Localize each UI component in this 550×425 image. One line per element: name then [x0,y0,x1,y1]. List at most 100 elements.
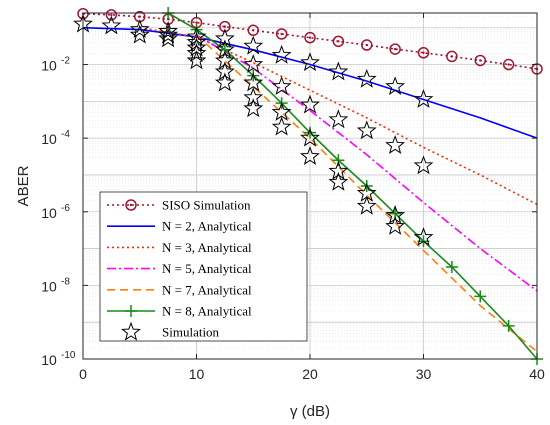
data-point-star [385,76,406,96]
data-point-star [328,171,349,191]
data-point-circle-center [223,25,227,28]
data-point-star [300,146,320,165]
data-point-star [186,26,207,46]
data-point-star [328,61,349,81]
y-tick-label: 10 [41,131,57,147]
data-point-star [413,155,434,175]
data-point-circle-center [252,29,255,32]
series-3 [196,34,538,292]
x-tick-label: 20 [302,366,318,382]
data-point-plus [502,319,515,332]
data-point-circle [332,35,345,48]
data-point-star [243,54,264,73]
data-point-circle-center [450,55,454,58]
x-axis-label: γ (dB) [290,403,330,420]
legend-marker-star [121,321,141,341]
legend-label: N = 8, Analytical [162,304,252,319]
series-4 [195,34,538,353]
y-tick-label: 10 [41,205,57,221]
legend-label: N = 2, Analytical [162,219,252,234]
data-point-circle-center [308,36,312,39]
legend-item: N = 3, Analytical [107,240,252,255]
data-point-plus [360,180,373,192]
x-tick-label: 10 [189,366,205,382]
legend-label: N = 5, Analytical [162,261,252,276]
data-point-star [385,205,406,224]
legend-item: N = 7, Analytical [107,282,252,297]
data-point-star [385,135,406,154]
data-point-star [186,43,207,62]
legend-item: Simulation [121,321,220,341]
y-tick-exponent: -8 [61,276,70,287]
data-point-star [300,127,320,147]
data-point-star [328,109,349,129]
legend-marker-plus [125,305,137,317]
legend-label: N = 7, Analytical [162,282,252,297]
y-axis-label: ABER [15,165,32,206]
y-tick-exponent: -4 [61,129,70,140]
legend-marker-circle-center [129,203,133,207]
data-point-circle [361,39,373,51]
data-point-star [385,216,406,235]
data-point-circle [105,9,118,21]
data-point-circle-center [195,21,198,24]
data-point-star [243,98,264,118]
legend-item: SISO Simulation [107,198,251,213]
data-point-circle [446,50,458,63]
data-point-star [356,68,377,88]
data-point-star [356,195,377,215]
data-point-star [271,101,292,121]
data-point-star [413,227,434,246]
data-point-star [129,24,150,44]
data-point-star [158,24,179,44]
data-point-circle [247,24,259,37]
axes: 0 10 20 30 40 10 -2 10 -4 10 -6 10 -8 10 -10 [41,13,545,382]
data-point-circle-center [337,40,340,43]
x-tick-label: 40 [529,366,545,382]
data-point-star [214,61,235,81]
data-point-circle [389,43,401,55]
legend-label: SISO Simulation [162,198,251,213]
data-point-star [214,72,235,92]
data-point-circle [304,31,316,44]
data-point-plus [474,290,487,303]
data-point-star [271,76,292,96]
data-point-plus [332,154,345,167]
legend-label: N = 3, Analytical [162,240,252,255]
data-point-star [356,120,377,140]
data-point-circle-center [393,47,397,51]
data-point-star [214,39,235,59]
series-line [82,12,538,70]
x-tick-label: 0 [79,366,87,382]
data-point-star [300,94,320,114]
legend-item: N = 2, Analytical [107,219,252,234]
series-line [195,34,538,353]
data-point-plus [247,69,260,82]
data-point-circle-center [138,15,141,18]
data-point-star [186,50,207,70]
data-point-circle-center [280,32,283,36]
data-point-star [129,19,150,38]
data-point-star [300,52,320,72]
data-point-circle-center [422,51,425,54]
data-point-circle [275,28,288,40]
legend: SISO Simulation N = 2, Analytical N = 3, A… [99,191,308,342]
series-line [196,34,538,292]
y-tick-label: 10 [41,278,57,294]
y-tick-exponent: -6 [61,203,70,214]
y-tick-label: 10 [41,58,57,74]
data-point-circle-center [110,13,113,17]
data-point-star [271,116,292,136]
series-6 [73,13,434,246]
data-point-circle-center [507,63,510,66]
y-tick-label: 10 [41,352,57,368]
data-point-star [186,32,207,51]
data-point-plus [445,260,458,273]
data-point-star [101,15,122,35]
data-point-star [413,89,434,108]
data-point-circle [417,47,430,59]
data-point-star [271,44,292,64]
data-point-star [214,28,235,48]
data-point-star [243,72,264,92]
